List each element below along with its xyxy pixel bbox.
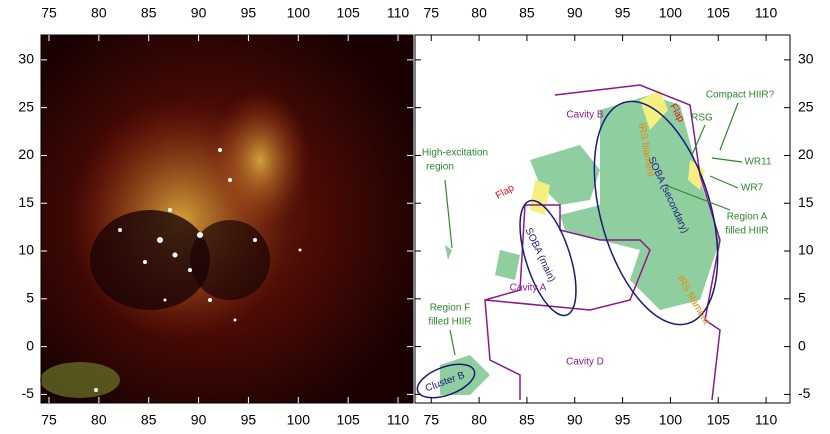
x-tick-label: 95 — [615, 412, 631, 428]
x-tick-label: 90 — [567, 412, 583, 428]
annotation: WR11 — [744, 157, 771, 168]
y-tick-label: -5 — [22, 385, 35, 401]
y-tick-label: 5 — [798, 290, 806, 306]
x-tick-label: 85 — [141, 412, 157, 428]
annotation: Cavity B — [566, 110, 604, 121]
x-tick-label: 105 — [336, 5, 360, 21]
y-tick-label: 15 — [18, 194, 34, 210]
x-tick-label: 80 — [91, 412, 107, 428]
y-tick-label: -5 — [798, 385, 811, 401]
y-tick-label: 30 — [18, 51, 34, 67]
y-tick-label: 10 — [18, 242, 34, 258]
y-tick-label: 25 — [798, 98, 814, 114]
y-tick-label: 0 — [798, 337, 806, 353]
x-tick-label: 110 — [755, 5, 778, 21]
annotation: WR7 — [741, 183, 764, 194]
x-tick-label: 90 — [191, 5, 207, 21]
x-tick-label: 100 — [287, 5, 311, 21]
annotation: Cavity D — [566, 357, 604, 368]
x-tick-label: 80 — [471, 5, 487, 21]
y-tick-label: 0 — [26, 337, 34, 353]
annotation: Region A — [727, 212, 768, 223]
y-tick-label: 20 — [18, 146, 34, 162]
x-tick-label: 85 — [519, 412, 535, 428]
x-tick-label: 110 — [387, 412, 410, 428]
x-tick-label: 100 — [659, 5, 683, 21]
panel-frame — [40, 34, 414, 404]
x-tick-label: 90 — [191, 412, 207, 428]
annotation: filled HIIR — [725, 226, 768, 237]
annotation: Compact HIIR? — [706, 90, 775, 101]
x-tick-label: 95 — [241, 5, 257, 21]
x-tick-label: 90 — [567, 5, 583, 21]
x-tick-label: 105 — [707, 5, 731, 21]
annotation: High-excitation — [422, 148, 488, 159]
x-tick-label: 110 — [387, 5, 410, 21]
annotation: filled HIIR — [428, 317, 471, 328]
x-tick-label: 75 — [423, 412, 439, 428]
x-tick-label: 105 — [336, 412, 360, 428]
map-shapes — [415, 35, 790, 403]
annotation: RSG — [691, 113, 713, 124]
panel-frame — [414, 34, 791, 404]
x-tick-label: 105 — [707, 412, 731, 428]
x-tick-label: 110 — [755, 412, 778, 428]
annotation: Cavity A — [510, 283, 547, 294]
x-tick-label: 80 — [91, 5, 107, 21]
y-tick-label: 15 — [798, 194, 814, 210]
x-tick-label: 80 — [471, 412, 487, 428]
annotation: Region F — [430, 303, 471, 314]
x-tick-label: 100 — [287, 412, 311, 428]
y-tick-label: 20 — [798, 146, 814, 162]
x-tick-label: 95 — [615, 5, 631, 21]
y-tick-label: 25 — [18, 98, 34, 114]
y-tick-label: 30 — [798, 51, 814, 67]
x-tick-label: 85 — [141, 5, 157, 21]
x-tick-label: 75 — [41, 5, 57, 21]
x-tick-label: 85 — [519, 5, 535, 21]
annotation: region — [426, 162, 454, 173]
x-tick-label: 100 — [659, 412, 683, 428]
y-tick-label: 10 — [798, 242, 814, 258]
x-tick-label: 75 — [41, 412, 57, 428]
nebula-image — [40, 35, 413, 403]
x-tick-label: 75 — [423, 5, 439, 21]
x-tick-label: 95 — [241, 412, 257, 428]
y-tick-label: 5 — [26, 290, 34, 306]
